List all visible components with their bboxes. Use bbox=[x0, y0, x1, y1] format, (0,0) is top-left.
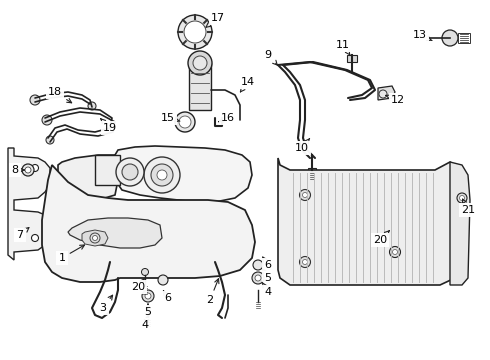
Circle shape bbox=[379, 90, 387, 98]
Circle shape bbox=[157, 170, 167, 180]
Text: 4: 4 bbox=[142, 315, 148, 330]
Circle shape bbox=[144, 157, 180, 193]
Text: 5: 5 bbox=[262, 268, 271, 283]
Circle shape bbox=[184, 21, 206, 43]
Polygon shape bbox=[115, 146, 252, 202]
Circle shape bbox=[299, 189, 311, 201]
Text: 14: 14 bbox=[241, 77, 255, 92]
Text: 11: 11 bbox=[336, 40, 350, 55]
Polygon shape bbox=[68, 218, 162, 248]
Text: 17: 17 bbox=[206, 13, 225, 27]
Circle shape bbox=[188, 51, 212, 75]
Text: 19: 19 bbox=[100, 119, 117, 133]
Circle shape bbox=[252, 272, 264, 284]
Text: 20: 20 bbox=[373, 231, 390, 245]
Circle shape bbox=[90, 233, 100, 243]
Polygon shape bbox=[8, 148, 50, 260]
Circle shape bbox=[255, 275, 261, 281]
Circle shape bbox=[145, 293, 151, 299]
Text: 9: 9 bbox=[265, 50, 277, 65]
Text: 18: 18 bbox=[48, 87, 72, 103]
Circle shape bbox=[193, 56, 207, 70]
Polygon shape bbox=[42, 165, 255, 282]
Text: 21: 21 bbox=[461, 199, 475, 215]
Polygon shape bbox=[278, 158, 460, 285]
Circle shape bbox=[93, 235, 98, 240]
Text: 3: 3 bbox=[99, 295, 113, 313]
Circle shape bbox=[31, 165, 39, 171]
Text: 7: 7 bbox=[17, 228, 29, 240]
Circle shape bbox=[442, 30, 458, 46]
Circle shape bbox=[88, 102, 96, 110]
Circle shape bbox=[142, 290, 154, 302]
Circle shape bbox=[392, 249, 397, 255]
Polygon shape bbox=[48, 155, 118, 245]
Circle shape bbox=[178, 15, 212, 49]
Polygon shape bbox=[450, 162, 470, 285]
Text: 5: 5 bbox=[145, 304, 151, 317]
Polygon shape bbox=[82, 230, 108, 246]
Text: 15: 15 bbox=[161, 113, 180, 123]
Text: 6: 6 bbox=[163, 291, 172, 303]
Polygon shape bbox=[347, 55, 357, 62]
Circle shape bbox=[158, 275, 168, 285]
Circle shape bbox=[122, 164, 138, 180]
Circle shape bbox=[151, 164, 173, 186]
Circle shape bbox=[46, 136, 54, 144]
Circle shape bbox=[179, 116, 191, 128]
Circle shape bbox=[30, 95, 40, 105]
Circle shape bbox=[457, 193, 467, 203]
Text: 13: 13 bbox=[413, 30, 432, 41]
Text: 10: 10 bbox=[295, 139, 310, 153]
Circle shape bbox=[175, 112, 195, 132]
Circle shape bbox=[253, 260, 263, 270]
Circle shape bbox=[22, 164, 34, 176]
Text: 20: 20 bbox=[131, 279, 145, 292]
Polygon shape bbox=[189, 63, 211, 110]
Polygon shape bbox=[378, 86, 395, 100]
Circle shape bbox=[299, 256, 311, 267]
Text: 2: 2 bbox=[206, 279, 219, 305]
Polygon shape bbox=[95, 155, 120, 185]
Circle shape bbox=[31, 234, 39, 242]
Text: 6: 6 bbox=[263, 257, 271, 270]
Circle shape bbox=[302, 193, 308, 198]
Text: 1: 1 bbox=[58, 245, 84, 263]
Text: 4: 4 bbox=[262, 282, 271, 297]
Text: 16: 16 bbox=[219, 113, 235, 123]
Text: 8: 8 bbox=[11, 165, 24, 175]
Circle shape bbox=[116, 158, 144, 186]
Circle shape bbox=[390, 247, 400, 257]
Text: 12: 12 bbox=[386, 95, 405, 105]
Circle shape bbox=[42, 115, 52, 125]
Circle shape bbox=[142, 269, 148, 275]
Circle shape bbox=[460, 195, 465, 201]
Circle shape bbox=[302, 260, 308, 265]
Polygon shape bbox=[308, 168, 316, 172]
Circle shape bbox=[25, 167, 31, 173]
